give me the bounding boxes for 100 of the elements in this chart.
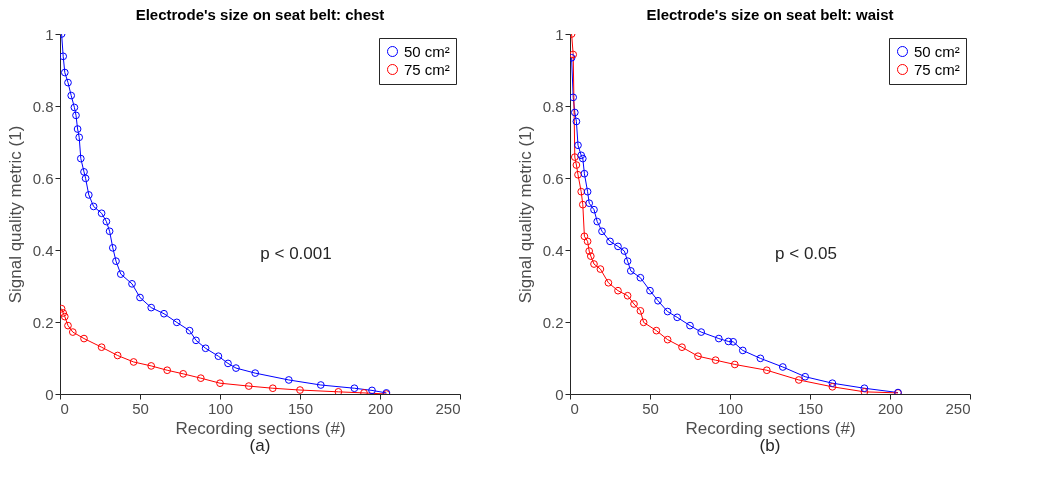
y-axis-title: Signal quality metric (1) (5, 125, 25, 304)
point (201, 344, 210, 353)
point (136, 293, 144, 302)
point (216, 379, 224, 388)
point (570, 153, 579, 161)
point (630, 300, 638, 308)
point (570, 108, 579, 117)
point (112, 257, 120, 266)
point (585, 247, 594, 255)
x-tick-label: 50 (642, 399, 659, 417)
point (801, 372, 810, 381)
point (570, 93, 578, 102)
x-tick-label: 50 (132, 399, 149, 417)
point (574, 170, 582, 179)
point (80, 334, 88, 343)
point (105, 227, 114, 236)
point (108, 243, 117, 252)
point (714, 334, 723, 343)
point (334, 387, 343, 394)
point (67, 91, 76, 100)
point (64, 321, 72, 330)
point (678, 343, 686, 352)
x-tick-label: 150 (287, 399, 314, 417)
point (60, 312, 69, 321)
y-tick-label: 0 (555, 385, 564, 403)
point (626, 267, 635, 275)
point (583, 187, 592, 196)
point (196, 374, 205, 383)
point (586, 252, 595, 260)
point (636, 273, 645, 282)
point (639, 318, 648, 327)
point (686, 321, 694, 330)
y-tick-label: 0 (45, 385, 54, 403)
point (76, 154, 85, 163)
point (593, 217, 602, 226)
point (738, 346, 747, 355)
point (578, 200, 587, 209)
x-tick-label: 200 (367, 399, 394, 417)
point (694, 352, 702, 361)
point (598, 227, 606, 236)
point (81, 174, 90, 183)
point (614, 242, 622, 251)
x-axis-title: Recording sections (#) (175, 418, 346, 438)
legend-label: 75 cm² (914, 60, 960, 78)
point (724, 337, 733, 346)
point (590, 205, 598, 214)
y-tick-label: 0.4 (32, 241, 54, 259)
y-tick-label: 0.2 (542, 313, 564, 331)
point (192, 336, 200, 345)
x-axis-title: Recording sections (#) (685, 418, 856, 438)
chart-title: Electrode's size on seat belt: waist (646, 6, 894, 23)
point (316, 381, 325, 389)
point (251, 369, 260, 377)
chart-title: Electrode's size on seat belt: chest (135, 6, 385, 23)
point (577, 187, 586, 196)
point (762, 366, 771, 375)
point (368, 386, 376, 394)
point (711, 356, 720, 365)
point (232, 364, 240, 372)
point (794, 376, 803, 384)
point (179, 369, 188, 378)
point (73, 125, 82, 133)
point (64, 78, 72, 87)
y-tick-label: 0.6 (542, 169, 564, 187)
point (654, 296, 662, 305)
point (590, 260, 598, 268)
x-tick-label: 200 (877, 399, 904, 417)
point (623, 291, 632, 300)
point (172, 318, 181, 327)
point (60, 52, 68, 61)
y-tick-label: 0.4 (542, 241, 564, 259)
legend-label: 50 cm² (914, 42, 960, 60)
point (129, 358, 138, 366)
point (163, 366, 172, 375)
point (673, 313, 682, 322)
y-tick-label: 0.8 (32, 97, 54, 115)
point (70, 103, 79, 112)
point (116, 270, 125, 278)
x-tick-label: 0 (570, 399, 579, 417)
y-axis-title: Signal quality metric (1) (515, 125, 535, 304)
point (663, 335, 672, 344)
x-tick-label: 0 (60, 399, 69, 417)
y-tick-label: 0.8 (542, 97, 564, 115)
point (574, 141, 582, 150)
point (128, 279, 136, 288)
point (729, 337, 738, 346)
point (578, 154, 587, 163)
text: (a) (249, 436, 271, 455)
point (147, 303, 156, 312)
y-tick-label: 0.6 (32, 169, 54, 187)
point (60, 309, 68, 317)
point (580, 169, 589, 178)
annotation: p < 0.05 (775, 243, 837, 263)
point (604, 278, 613, 287)
y-tick-label: 1 (45, 25, 54, 43)
point (596, 265, 605, 273)
point (147, 362, 156, 370)
legend-label: 50 cm² (404, 42, 450, 60)
x-tick-label: 250 (945, 399, 971, 417)
point (697, 328, 706, 336)
